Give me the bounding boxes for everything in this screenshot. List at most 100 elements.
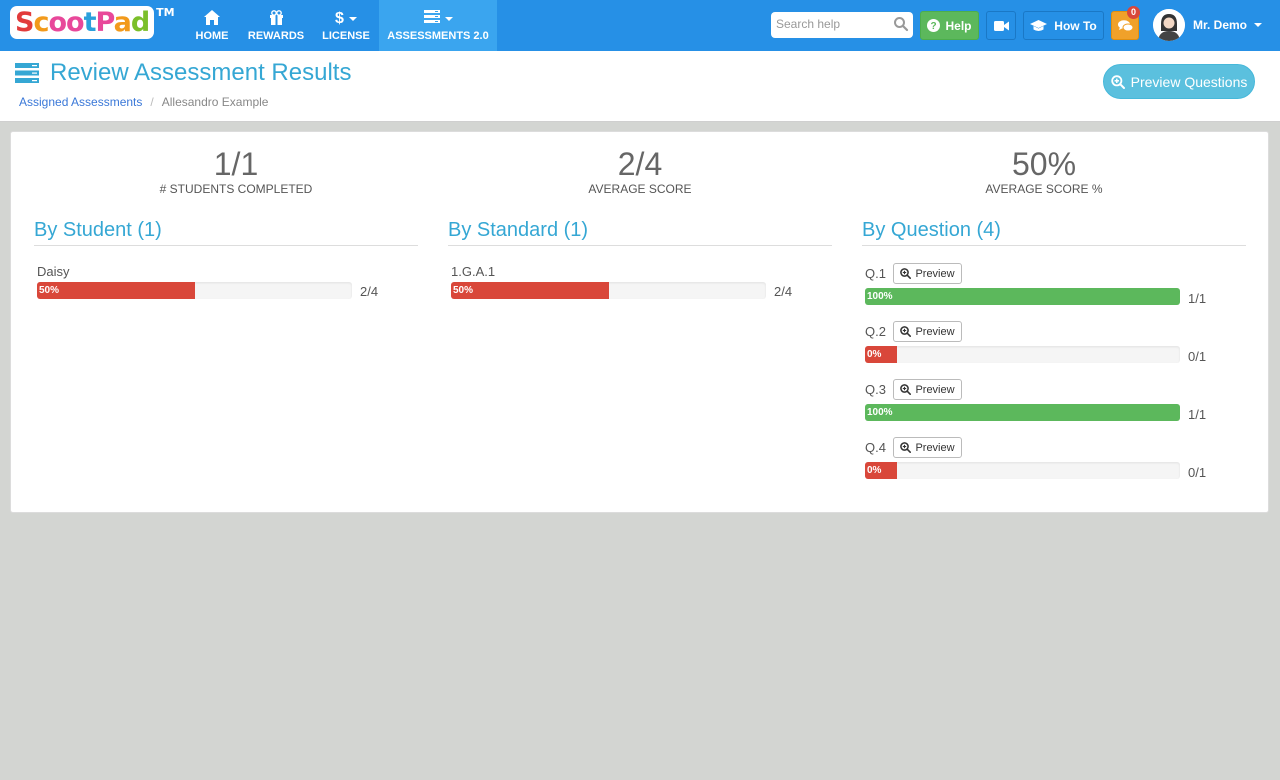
logo-wordmark: ScootPad	[10, 6, 155, 39]
progress-fill: 50%	[451, 282, 609, 299]
home-icon	[187, 10, 237, 28]
zoom-in-icon	[900, 384, 912, 395]
scootpad-logo[interactable]: ScootPad TM	[10, 6, 175, 42]
server-icon	[15, 63, 39, 83]
user-name: Mr. Demo	[1193, 18, 1248, 32]
question-preview-label: Preview	[915, 441, 955, 454]
by-standard-section: By Standard (1) 1.G.A.1 50% 2/4	[448, 219, 832, 299]
progress-bar: 0%	[865, 346, 1180, 363]
student-score: 2/4	[360, 284, 379, 299]
page-title: Review Assessment Results	[15, 59, 351, 87]
page-header: Review Assessment Results Assigned Asses…	[0, 51, 1280, 122]
list-item: 1.G.A.1 50% 2/4	[451, 264, 792, 299]
question-preview-label: Preview	[915, 383, 955, 396]
question-preview-button[interactable]: Preview	[893, 321, 962, 342]
progress-bar: 50%	[451, 282, 766, 299]
progress-fill: 100%	[865, 404, 1180, 421]
stat-average-score: 2/4 AVERAGE SCORE	[490, 146, 790, 196]
progress-bar: 50%	[37, 282, 352, 299]
logo-trademark: TM	[156, 6, 175, 19]
avatar	[1153, 9, 1185, 41]
question-circle-icon: ?	[927, 19, 941, 32]
zoom-in-icon	[1110, 74, 1125, 89]
by-question-section: By Question (4) Q.1 Preview 100% 1/1 Q.2 Prev…	[862, 219, 1246, 509]
progress-bar: 100%	[865, 404, 1180, 421]
progress-bar: 0%	[865, 462, 1180, 479]
by-student-section: By Student (1) Daisy 50% 2/4	[34, 219, 418, 299]
top-navbar: ScootPad TM HOME REWARDS $ LICENSE ASSES…	[0, 0, 1280, 51]
progress-fill: 50%	[37, 282, 195, 299]
stat-value: 1/1	[213, 146, 259, 182]
stat-label: # STUDENTS COMPLETED	[159, 182, 313, 196]
help-button-label: Help	[945, 18, 972, 33]
zoom-in-icon	[900, 326, 912, 337]
breadcrumb-assigned-assessments[interactable]: Assigned Assessments	[19, 95, 143, 109]
nav-assessments[interactable]: ASSESSMENTS 2.0	[379, 0, 497, 51]
video-camera-icon	[993, 20, 1009, 31]
progress-bar: 100%	[865, 288, 1180, 305]
nav-home-label: HOME	[195, 30, 229, 42]
stat-value: 2/4	[617, 146, 663, 182]
by-question-heading: By Question (4)	[862, 219, 1246, 246]
question-label: Q.2	[865, 324, 886, 339]
stat-label: AVERAGE SCORE	[588, 182, 692, 196]
zoom-in-icon	[900, 268, 912, 279]
question-score: 1/1	[1188, 291, 1207, 306]
breadcrumb-separator: /	[150, 95, 154, 109]
page-title-text: Review Assessment Results	[50, 59, 352, 86]
how-to-button-label: How To	[1054, 18, 1097, 33]
stat-students-completed: 1/1 # STUDENTS COMPLETED	[86, 146, 386, 196]
gift-icon	[242, 10, 310, 28]
progress-fill: 0%	[865, 462, 897, 479]
dollar-icon: $	[317, 10, 375, 28]
chevron-down-icon	[444, 17, 453, 22]
question-label: Q.1	[865, 266, 886, 281]
nav-home[interactable]: HOME	[187, 0, 237, 51]
server-icon	[379, 10, 497, 28]
preview-questions-button[interactable]: Preview Questions	[1103, 64, 1255, 99]
message-count-badge: 0	[1126, 6, 1140, 19]
by-student-heading: By Student (1)	[34, 219, 418, 246]
breadcrumb: Assigned Assessments / Allesandro Example	[19, 95, 268, 109]
by-standard-heading: By Standard (1)	[448, 219, 832, 246]
help-button[interactable]: ? Help	[920, 11, 979, 40]
search-input[interactable]	[776, 17, 886, 31]
chevron-down-icon	[348, 16, 357, 21]
question-score: 0/1	[1188, 349, 1207, 364]
user-menu[interactable]: Mr. Demo	[1153, 9, 1263, 41]
question-preview-button[interactable]: Preview	[893, 263, 962, 284]
nav-assessments-label: ASSESSMENTS 2.0	[387, 30, 489, 42]
standard-name[interactable]: 1.G.A.1	[451, 264, 496, 279]
question-label: Q.3	[865, 382, 886, 397]
chevron-down-icon	[1254, 23, 1263, 27]
question-preview-label: Preview	[915, 267, 955, 280]
nav-license[interactable]: $ LICENSE	[317, 0, 375, 51]
svg-text:?: ?	[931, 21, 937, 32]
nav-rewards[interactable]: REWARDS	[242, 0, 310, 51]
comments-icon	[1117, 19, 1133, 32]
question-score: 0/1	[1188, 465, 1207, 480]
messages-button[interactable]: 0	[1111, 6, 1140, 40]
list-item: Daisy 50% 2/4	[37, 264, 378, 299]
stat-value: 50%	[1011, 146, 1077, 182]
nav-rewards-label: REWARDS	[247, 30, 305, 42]
search-icon[interactable]	[893, 16, 909, 32]
search-box	[771, 12, 913, 38]
breadcrumb-current: Allesandro Example	[161, 95, 269, 109]
question-preview-button[interactable]: Preview	[893, 437, 962, 458]
video-button[interactable]	[986, 11, 1016, 40]
nav-license-label: LICENSE	[322, 30, 370, 42]
question-label: Q.4	[865, 440, 886, 455]
preview-questions-label: Preview Questions	[1130, 73, 1248, 90]
progress-fill: 100%	[865, 288, 1180, 305]
student-name[interactable]: Daisy	[37, 264, 70, 279]
progress-fill: 0%	[865, 346, 897, 363]
question-score: 1/1	[1188, 407, 1207, 422]
stat-average-score-percent: 50% AVERAGE SCORE %	[894, 146, 1194, 196]
question-preview-label: Preview	[915, 325, 955, 338]
stat-label: AVERAGE SCORE %	[985, 182, 1103, 196]
how-to-button[interactable]: How To	[1023, 11, 1104, 40]
question-preview-button[interactable]: Preview	[893, 379, 962, 400]
zoom-in-icon	[900, 442, 912, 453]
standard-score: 2/4	[774, 284, 793, 299]
